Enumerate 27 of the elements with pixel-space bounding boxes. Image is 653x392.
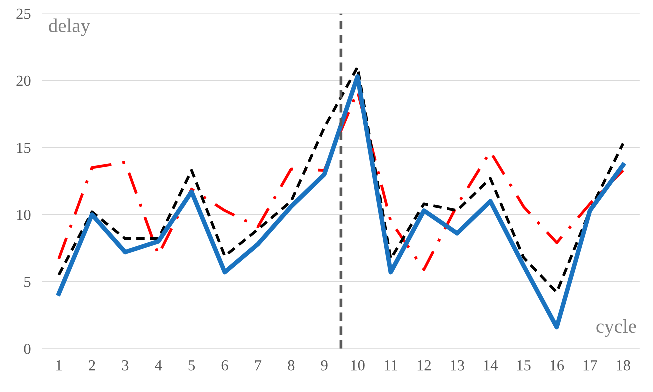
y-tick-label: 0 — [24, 344, 31, 354]
x-tick-label: 12 — [418, 360, 431, 371]
x-tick-label: 11 — [384, 360, 398, 371]
y-tick-label: 20 — [16, 76, 31, 86]
x-tick-label: 18 — [617, 360, 630, 371]
y-tick-label: 15 — [17, 143, 31, 154]
x-axis-title: cycle — [596, 319, 636, 338]
x-tick-label: 10 — [351, 360, 365, 371]
x-tick-label: 8 — [288, 360, 295, 371]
x-tick-label: 4 — [155, 360, 162, 371]
x-tick-label: 13 — [451, 360, 464, 371]
x-tick-label: 15 — [517, 360, 531, 371]
x-tick-label: 16 — [550, 360, 564, 371]
x-tick-label: 3 — [122, 360, 129, 371]
line-series — [58, 66, 625, 294]
x-tick-label: 5 — [188, 360, 196, 371]
x-tick-label: 9 — [321, 360, 328, 371]
x-tick-label: 6 — [222, 360, 228, 371]
y-tick-label: 25 — [16, 8, 31, 20]
x-tick-label: 14 — [484, 360, 498, 371]
y-tick-label: 5 — [24, 277, 31, 288]
y-axis-title: delay — [49, 18, 90, 36]
y-tick-label: 10 — [17, 210, 31, 220]
x-tick-label: 1 — [56, 360, 62, 371]
x-tick-label: 7 — [255, 360, 262, 371]
x-tick-label: 2 — [89, 360, 96, 371]
x-tick-label: 17 — [584, 360, 598, 371]
